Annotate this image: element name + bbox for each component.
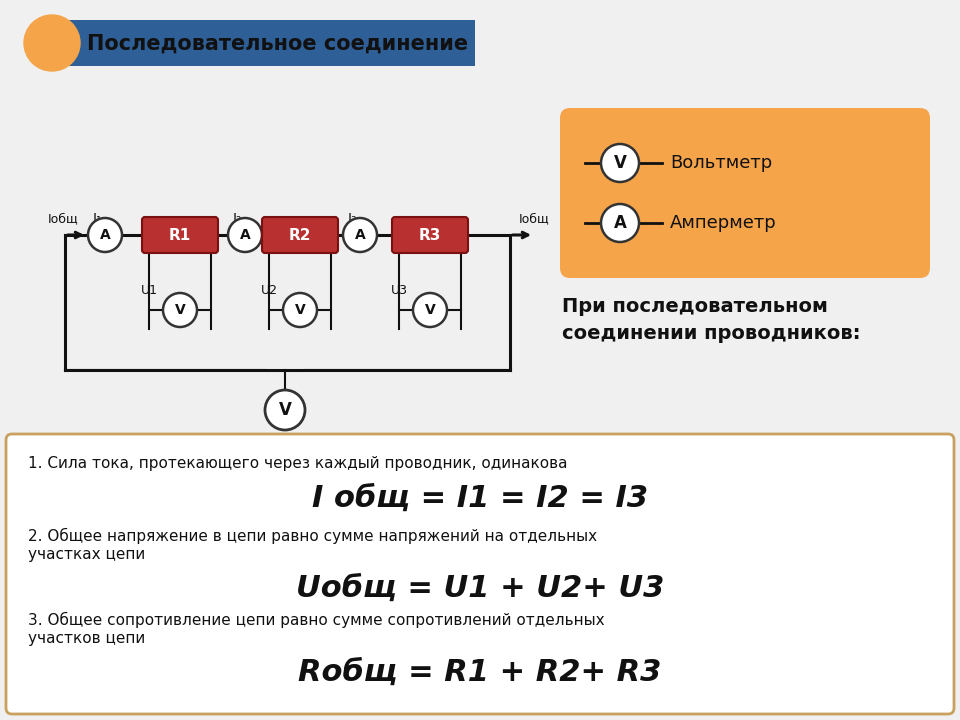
Text: При последовательном
соединении проводников:: При последовательном соединении проводни… [562, 297, 860, 343]
Text: U1: U1 [140, 284, 157, 297]
Text: Iобщ: Iобщ [48, 212, 79, 225]
FancyBboxPatch shape [6, 434, 954, 714]
Text: Вольтметр: Вольтметр [670, 154, 772, 172]
Circle shape [343, 218, 377, 252]
Text: Амперметр: Амперметр [670, 214, 777, 232]
Circle shape [413, 293, 447, 327]
Circle shape [88, 218, 122, 252]
FancyBboxPatch shape [262, 217, 338, 253]
Text: Последовательное соединение: Последовательное соединение [87, 34, 468, 54]
Text: R3: R3 [419, 228, 442, 243]
FancyBboxPatch shape [560, 108, 930, 278]
Text: I общ = I1 = I2 = I3: I общ = I1 = I2 = I3 [312, 484, 648, 513]
Text: V: V [295, 303, 305, 317]
Text: 3. Общее сопротивление цепи равно сумме сопротивлений отдельных
участков цепи: 3. Общее сопротивление цепи равно сумме … [28, 612, 605, 646]
Text: V: V [278, 401, 292, 419]
Text: I₂: I₂ [232, 212, 242, 226]
Text: I₁: I₁ [92, 212, 102, 226]
Text: A: A [613, 214, 627, 232]
Text: Iобщ: Iобщ [518, 212, 549, 225]
Circle shape [283, 293, 317, 327]
Circle shape [228, 218, 262, 252]
Text: Uобщ: Uобщ [265, 437, 305, 451]
Circle shape [24, 15, 80, 71]
Text: A: A [354, 228, 366, 242]
FancyBboxPatch shape [60, 20, 475, 66]
Text: V: V [613, 154, 627, 172]
Text: V: V [175, 303, 185, 317]
Circle shape [163, 293, 197, 327]
Circle shape [601, 204, 639, 242]
Text: 1. Сила тока, протекающего через каждый проводник, одинакова: 1. Сила тока, протекающего через каждый … [28, 456, 567, 471]
Text: I₃: I₃ [348, 212, 357, 226]
Circle shape [265, 390, 305, 430]
Text: A: A [240, 228, 251, 242]
Circle shape [601, 144, 639, 182]
Text: U2: U2 [260, 284, 277, 297]
Text: U3: U3 [391, 284, 407, 297]
Text: V: V [424, 303, 436, 317]
Text: A: A [100, 228, 110, 242]
Text: R1: R1 [169, 228, 191, 243]
Text: R2: R2 [289, 228, 311, 243]
FancyBboxPatch shape [142, 217, 218, 253]
Text: Uобщ = U1 + U2+ U3: Uобщ = U1 + U2+ U3 [296, 574, 664, 603]
Text: 2. Общее напряжение в цепи равно сумме напряжений на отдельных
участках цепи: 2. Общее напряжение в цепи равно сумме н… [28, 528, 597, 562]
Text: Rобщ = R1 + R2+ R3: Rобщ = R1 + R2+ R3 [299, 657, 661, 686]
FancyBboxPatch shape [392, 217, 468, 253]
